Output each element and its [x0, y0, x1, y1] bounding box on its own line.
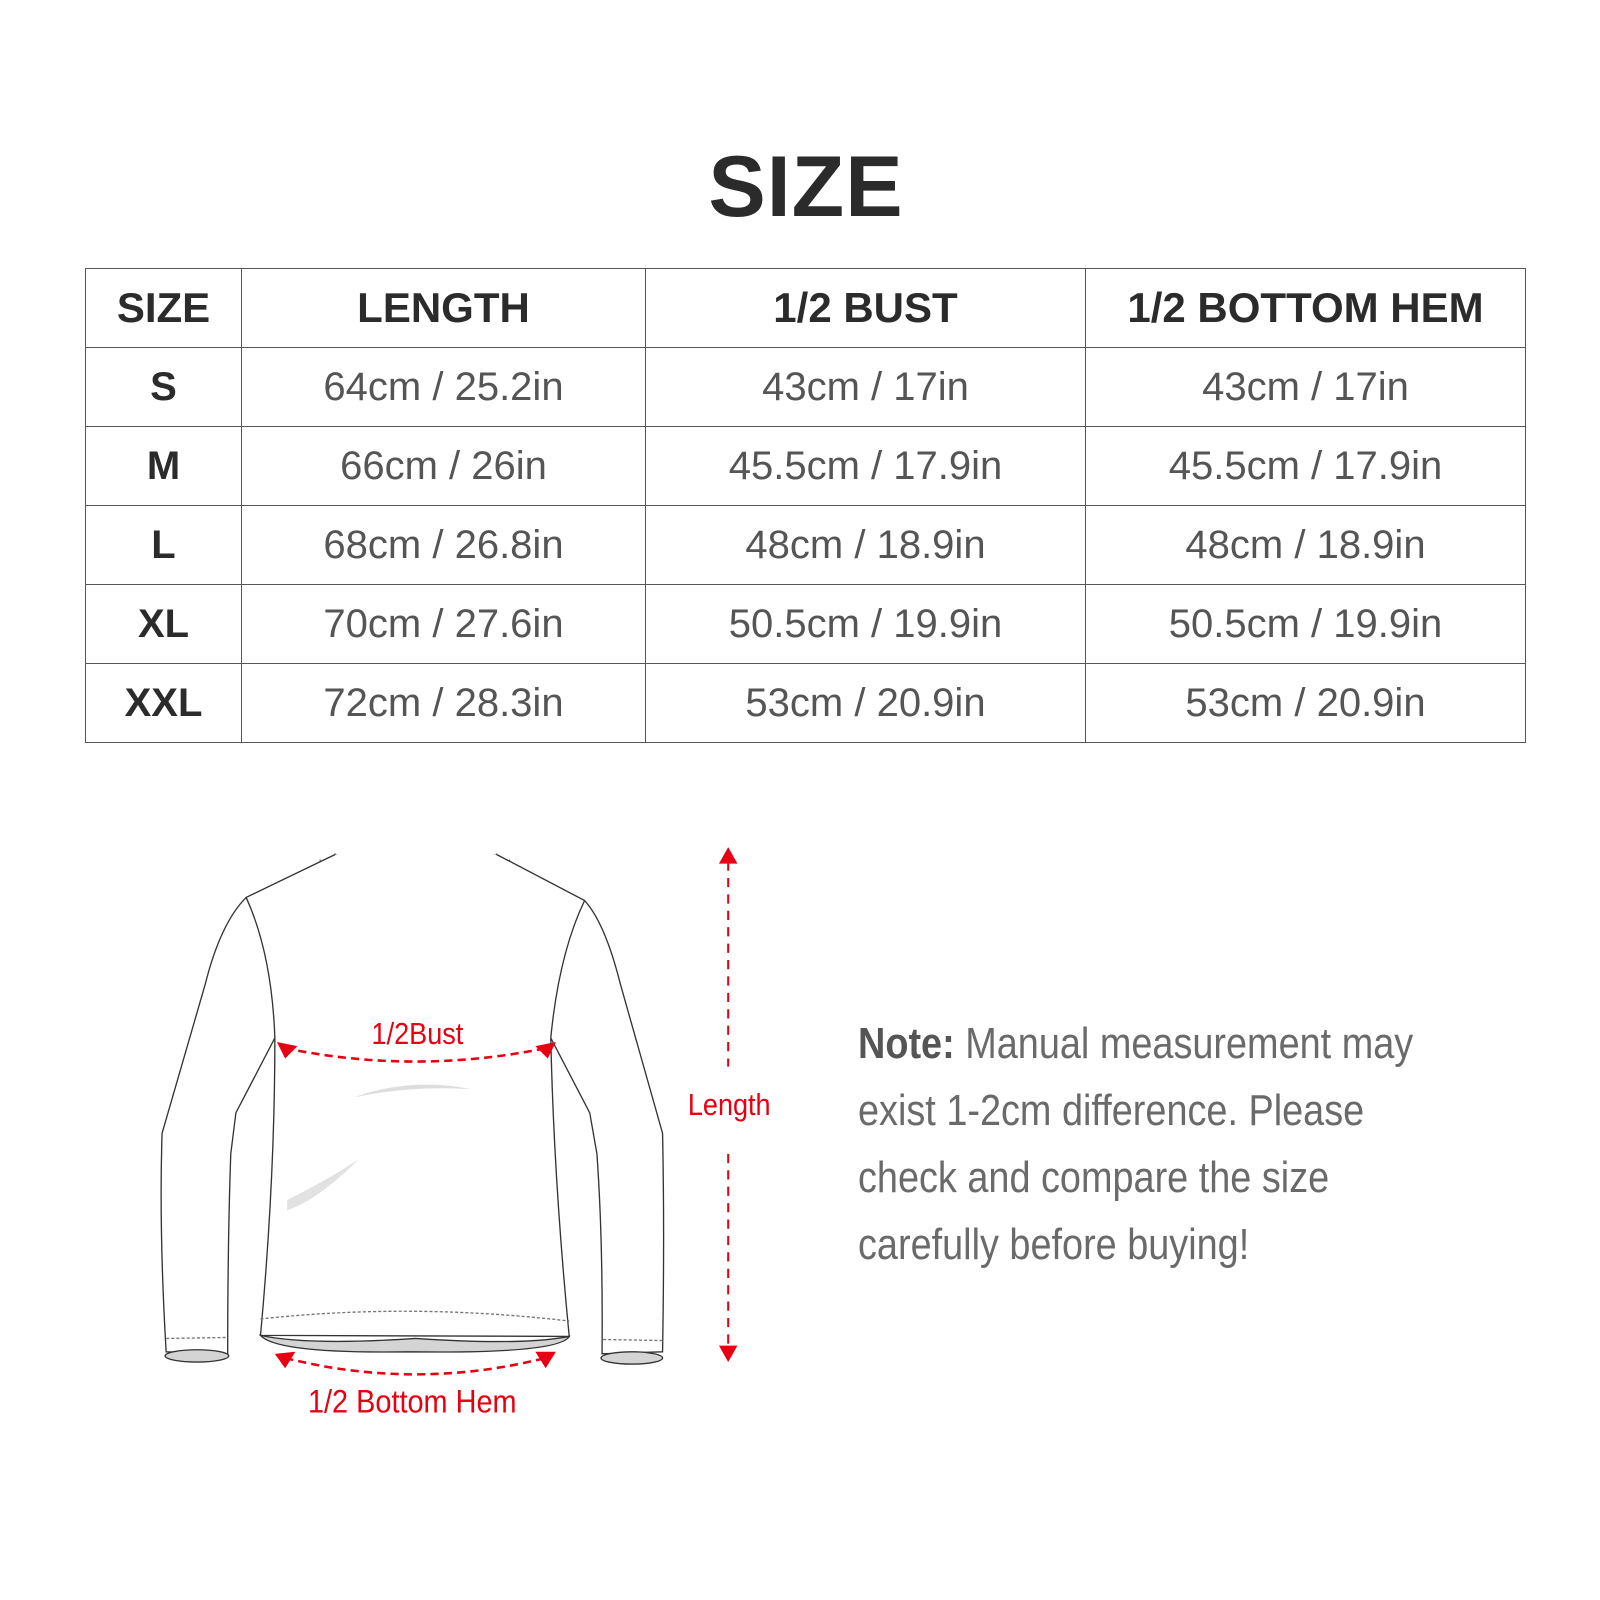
cell-size: S — [85, 347, 242, 427]
cell-length: 66cm / 26in — [241, 426, 646, 506]
cell-bottom-hem: 53cm / 20.9in — [1085, 663, 1526, 743]
page-title: SIZE — [708, 139, 904, 235]
table-row: XL 70cm / 27.6in 50.5cm / 19.9in 50.5cm … — [85, 584, 1526, 664]
cell-size: XL — [85, 584, 242, 664]
cell-length: 64cm / 25.2in — [241, 347, 646, 427]
cell-length: 70cm / 27.6in — [241, 584, 646, 664]
cell-bust: 45.5cm / 17.9in — [645, 426, 1086, 506]
note: Note: Manual measurement may exist 1-2cm… — [858, 1010, 1460, 1278]
cell-length: 68cm / 26.8in — [241, 505, 646, 585]
cell-bottom-hem: 43cm / 17in — [1085, 347, 1526, 427]
hem-label: 1/2 Bottom Hem — [308, 1383, 517, 1420]
note-label: Note: — [858, 1019, 955, 1068]
hem-measure-arrow — [274, 1351, 556, 1376]
shirt-illustration — [160, 853, 665, 1365]
bust-measure-arrow — [276, 1042, 556, 1063]
length-label: Length — [688, 1088, 771, 1122]
table-header-row: SIZE LENGTH 1/2 BUST 1/2 BOTTOM HEM — [85, 268, 1526, 348]
table-row: L 68cm / 26.8in 48cm / 18.9in 48cm / 18.… — [85, 505, 1526, 585]
cell-length: 72cm / 28.3in — [241, 663, 646, 743]
header-bust: 1/2 BUST — [645, 268, 1086, 348]
cell-bottom-hem: 45.5cm / 17.9in — [1085, 426, 1526, 506]
note-text: Manual measurement may exist 1-2cm diffe… — [858, 1019, 1414, 1269]
cell-bust: 48cm / 18.9in — [645, 505, 1086, 585]
cell-bust: 53cm / 20.9in — [645, 663, 1086, 743]
cell-size: XXL — [85, 663, 242, 743]
header-size: SIZE — [85, 268, 242, 348]
cell-bust: 43cm / 17in — [645, 347, 1086, 427]
cell-bust: 50.5cm / 19.9in — [645, 584, 1086, 664]
cell-bottom-hem: 50.5cm / 19.9in — [1085, 584, 1526, 664]
bust-label: 1/2Bust — [372, 1018, 464, 1052]
table-row: XXL 72cm / 28.3in 53cm / 20.9in 53cm / 2… — [85, 663, 1526, 743]
size-table: SIZE LENGTH 1/2 BUST 1/2 BOTTOM HEM S 64… — [85, 268, 1526, 743]
table-row: S 64cm / 25.2in 43cm / 17in 43cm / 17in — [85, 347, 1526, 427]
cell-size: M — [85, 426, 242, 506]
cell-bottom-hem: 48cm / 18.9in — [1085, 505, 1526, 585]
header-bottom-hem: 1/2 BOTTOM HEM — [1085, 268, 1526, 348]
table-row: M 66cm / 26in 45.5cm / 17.9in 45.5cm / 1… — [85, 426, 1526, 506]
length-measure-arrow — [718, 847, 738, 1363]
